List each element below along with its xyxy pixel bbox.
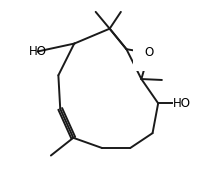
- Text: O: O: [144, 46, 154, 59]
- Text: HO: HO: [173, 97, 191, 110]
- Text: HO: HO: [29, 45, 47, 58]
